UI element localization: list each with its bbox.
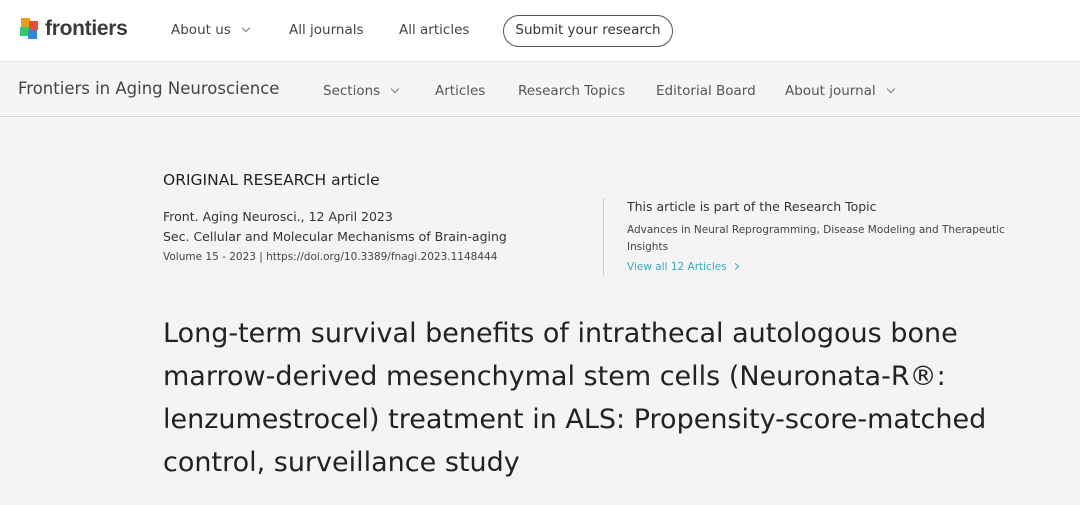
nav-all-articles[interactable]: All articles bbox=[399, 22, 470, 38]
frontiers-logo-icon bbox=[20, 18, 40, 40]
volume-doi[interactable]: Volume 15 - 2023 | https://doi.org/10.33… bbox=[163, 251, 498, 263]
top-header: frontiers About us All journals All arti… bbox=[0, 0, 1080, 62]
nav-research-topics[interactable]: Research Topics bbox=[518, 83, 626, 99]
nav-all-journals[interactable]: All journals bbox=[289, 22, 364, 38]
research-topic-name[interactable]: Advances in Neural Reprogramming, Diseas… bbox=[627, 224, 1005, 253]
nav-label: About us bbox=[171, 22, 231, 38]
link-label: View all 12 Articles bbox=[627, 261, 727, 273]
journal-header: Frontiers in Aging Neuroscience Sections… bbox=[0, 62, 1080, 117]
nav-label: About journal bbox=[785, 83, 876, 99]
frontiers-logo[interactable]: frontiers bbox=[20, 17, 128, 41]
logo-text: frontiers bbox=[45, 17, 128, 40]
submit-research-button[interactable]: Submit your research bbox=[503, 15, 673, 47]
research-topic-heading: This article is part of the Research Top… bbox=[627, 199, 877, 214]
nav-editorial-board[interactable]: Editorial Board bbox=[656, 83, 756, 99]
chevron-down-icon bbox=[241, 23, 251, 33]
chevron-down-icon bbox=[390, 84, 400, 94]
nav-about-journal[interactable]: About journal bbox=[785, 83, 895, 99]
chevron-down-icon bbox=[886, 84, 895, 94]
nav-about-us[interactable]: About us bbox=[171, 22, 251, 38]
nav-articles[interactable]: Articles bbox=[435, 83, 486, 99]
article-section[interactable]: Sec. Cellular and Molecular Mechanisms o… bbox=[163, 229, 507, 244]
article-citation: Front. Aging Neurosci., 12 April 2023 bbox=[163, 209, 393, 224]
nav-label: Sections bbox=[323, 83, 381, 99]
nav-sections[interactable]: Sections bbox=[323, 83, 400, 99]
chevron-right-icon bbox=[731, 262, 739, 271]
view-all-articles-link[interactable]: View all 12 Articles bbox=[627, 261, 739, 273]
journal-name[interactable]: Frontiers in Aging Neuroscience bbox=[18, 79, 280, 98]
article-title: Long-term survival benefits of intrathec… bbox=[163, 318, 987, 478]
divider bbox=[603, 198, 604, 276]
article-type: ORIGINAL RESEARCH article bbox=[163, 171, 380, 189]
